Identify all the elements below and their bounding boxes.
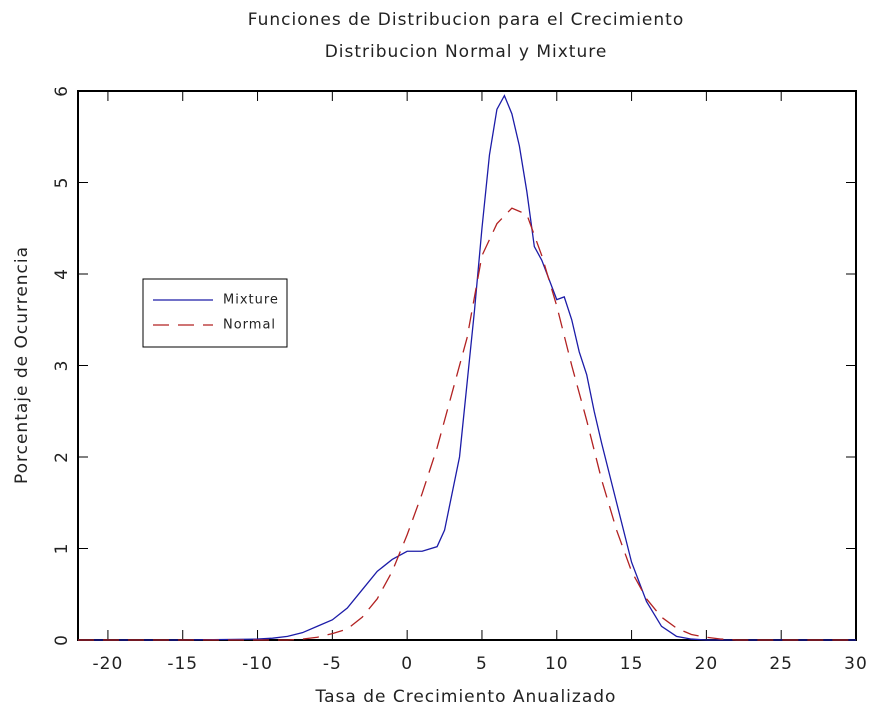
x-tick-label: -10: [242, 654, 273, 674]
x-tick-label: 5: [476, 654, 488, 674]
series-line: [78, 207, 856, 641]
y-tick-label: 6: [52, 85, 72, 97]
x-tick-label: 30: [844, 654, 868, 674]
y-tick-label: 3: [52, 360, 72, 372]
y-tick-label: 2: [52, 451, 72, 463]
legend-box: [142, 278, 288, 348]
y-tick-label: 4: [52, 268, 72, 280]
chart-title: Funciones de Distribucion para el Crecim…: [248, 10, 684, 30]
x-tick-label: -5: [323, 654, 342, 674]
y-tick-label: 1: [52, 543, 72, 555]
y-tick-label: 5: [52, 177, 72, 189]
x-axis-label: Tasa de Crecimiento Anualizado: [315, 687, 617, 707]
x-tick-label: -20: [93, 654, 124, 674]
y-tick-label: 0: [52, 634, 72, 646]
x-tick-label: -15: [167, 654, 198, 674]
y-axis-label: Porcentaje de Ocurrencia: [12, 246, 32, 484]
x-tick-label: 15: [620, 654, 644, 674]
x-tick-label: 0: [401, 654, 413, 674]
chart-subtitle: Distribucion Normal y Mixture: [325, 42, 608, 62]
legend-label: Normal: [223, 318, 276, 333]
plot-frame: [77, 90, 857, 641]
series-line: [78, 94, 856, 641]
x-tick-label: 25: [769, 654, 793, 674]
legend-label: Mixture: [223, 293, 279, 308]
x-tick-label: 20: [695, 654, 719, 674]
x-tick-label: 10: [545, 654, 569, 674]
